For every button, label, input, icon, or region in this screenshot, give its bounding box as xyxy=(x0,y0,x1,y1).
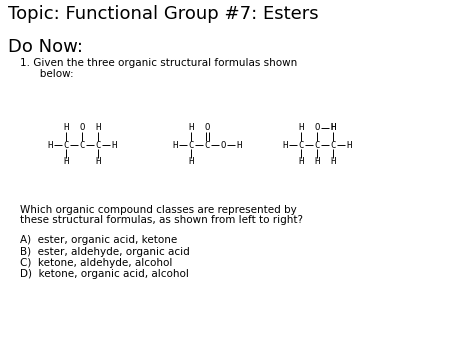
Text: H: H xyxy=(47,141,53,149)
Text: H: H xyxy=(95,123,101,132)
Text: C: C xyxy=(298,141,304,149)
Text: 1. Given the three organic structural formulas shown: 1. Given the three organic structural fo… xyxy=(20,58,297,68)
Text: H: H xyxy=(298,123,304,132)
Text: C: C xyxy=(79,141,85,149)
Text: H: H xyxy=(63,158,69,167)
Text: H: H xyxy=(330,123,336,132)
Text: H: H xyxy=(188,123,194,132)
Text: H: H xyxy=(63,123,69,132)
Text: H: H xyxy=(172,141,178,149)
Text: H: H xyxy=(111,141,117,149)
Text: H: H xyxy=(298,158,304,167)
Text: below:: below: xyxy=(30,69,74,79)
Text: H: H xyxy=(330,158,336,167)
Text: H: H xyxy=(346,141,352,149)
Text: C: C xyxy=(314,141,319,149)
Text: A)  ester, organic acid, ketone: A) ester, organic acid, ketone xyxy=(20,235,177,245)
Text: C: C xyxy=(204,141,210,149)
Text: O: O xyxy=(79,123,85,132)
Text: C)  ketone, aldehyde, alcohol: C) ketone, aldehyde, alcohol xyxy=(20,258,172,268)
Text: H: H xyxy=(330,123,336,132)
Text: O: O xyxy=(204,123,210,132)
Text: O: O xyxy=(220,141,226,149)
Text: C: C xyxy=(188,141,194,149)
Text: these structural formulas, as shown from left to right?: these structural formulas, as shown from… xyxy=(20,215,303,225)
Text: C: C xyxy=(95,141,101,149)
Text: Which organic compound classes are represented by: Which organic compound classes are repre… xyxy=(20,205,297,215)
Text: H: H xyxy=(314,158,319,167)
Text: H: H xyxy=(95,158,101,167)
Text: D)  ketone, organic acid, alcohol: D) ketone, organic acid, alcohol xyxy=(20,269,189,279)
Text: Do Now:: Do Now: xyxy=(8,38,83,56)
Text: B)  ester, aldehyde, organic acid: B) ester, aldehyde, organic acid xyxy=(20,247,190,257)
Text: O: O xyxy=(314,123,319,132)
Text: H: H xyxy=(188,158,194,167)
Text: C: C xyxy=(63,141,69,149)
Text: Topic: Functional Group #7: Esters: Topic: Functional Group #7: Esters xyxy=(8,5,319,23)
Text: H: H xyxy=(282,141,288,149)
Text: C: C xyxy=(330,141,336,149)
Text: H: H xyxy=(236,141,242,149)
